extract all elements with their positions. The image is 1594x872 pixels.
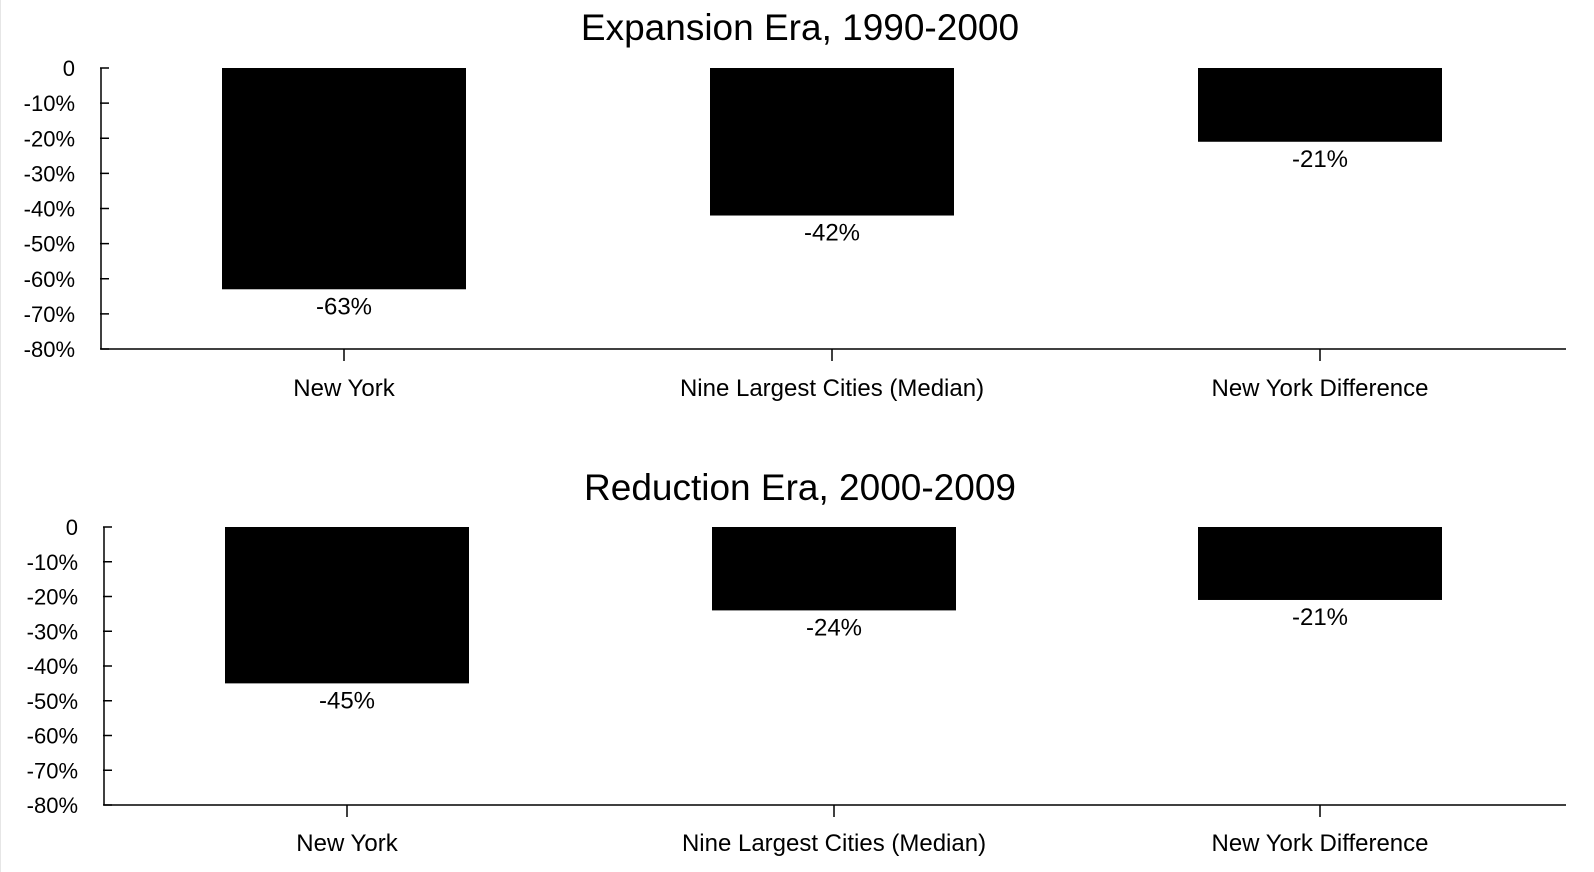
y-tick-label: -20%	[27, 585, 78, 610]
y-tick-label: -50%	[24, 232, 75, 257]
y-tick-label: -70%	[24, 302, 75, 327]
bar	[712, 527, 956, 611]
bar	[225, 527, 469, 684]
x-tick-label: New York	[293, 375, 395, 402]
data-label: -21%	[1292, 146, 1348, 173]
bar	[1198, 68, 1442, 142]
y-tick-label: 0	[66, 515, 78, 540]
y-tick-label: -10%	[27, 550, 78, 575]
y-tick-label: -80%	[27, 793, 78, 818]
y-tick-label: 0	[63, 56, 75, 81]
y-tick-label: -20%	[24, 126, 75, 151]
y-tick-label: -40%	[24, 197, 75, 222]
y-tick-label: -60%	[24, 267, 75, 292]
data-label: -45%	[319, 687, 375, 714]
chart-title: Expansion Era, 1990-2000	[581, 7, 1019, 48]
y-tick-label: -30%	[24, 161, 75, 186]
data-label: -42%	[804, 220, 860, 247]
chart-title: Reduction Era, 2000-2009	[584, 467, 1016, 508]
y-tick-label: -70%	[27, 758, 78, 783]
x-tick-label: New York Difference	[1211, 375, 1428, 402]
y-tick-label: -30%	[27, 619, 78, 644]
y-tick-label: -50%	[27, 689, 78, 714]
x-tick-label: Nine Largest Cities (Median)	[682, 830, 986, 857]
bar	[222, 68, 466, 290]
x-tick-label: New York	[296, 830, 398, 857]
y-tick-label: -10%	[24, 91, 75, 116]
y-tick-label: -40%	[27, 654, 78, 679]
bar	[1198, 527, 1442, 600]
x-tick-label: Nine Largest Cities (Median)	[680, 375, 984, 402]
data-label: -24%	[806, 614, 862, 641]
data-label: -63%	[316, 293, 372, 320]
y-tick-label: -60%	[27, 724, 78, 749]
chart-panel-reduction: Reduction Era, 2000-2009 0 -10% -20% -30% -4…	[27, 467, 1566, 857]
chart-panel-expansion: Expansion Era, 1990-2000 0 -10% -20% -30% -4…	[24, 7, 1566, 402]
bar	[710, 68, 954, 216]
data-label: -21%	[1292, 604, 1348, 631]
y-tick-label: -80%	[24, 337, 75, 362]
x-tick-label: New York Difference	[1211, 830, 1428, 857]
